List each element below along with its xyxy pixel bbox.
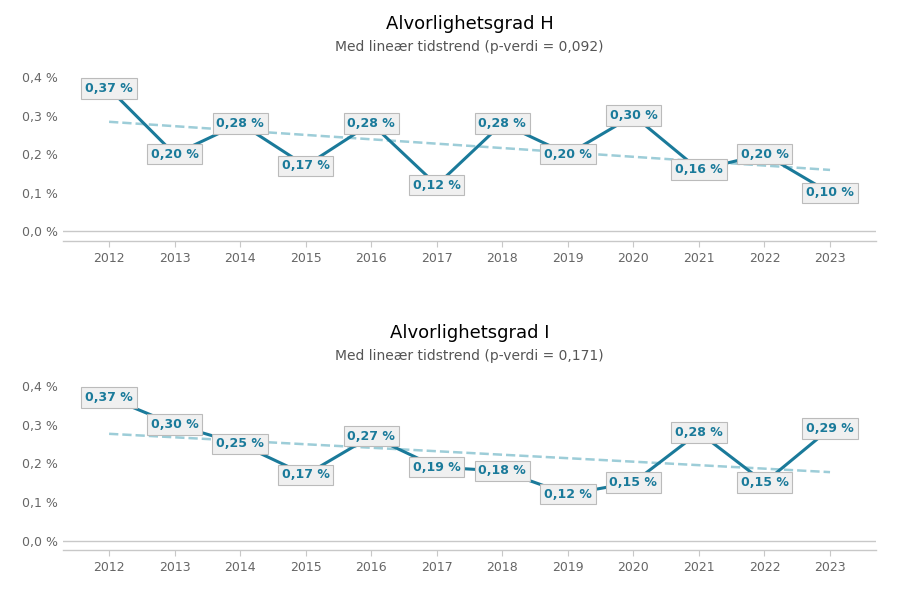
Text: Med lineær tidstrend (p-verdi = 0,092): Med lineær tidstrend (p-verdi = 0,092) [335,40,603,54]
Text: 0,10 %: 0,10 % [805,187,853,199]
Text: 0,12 %: 0,12 % [412,179,460,191]
Text: 0,30 %: 0,30 % [151,418,198,431]
Text: 0,29 %: 0,29 % [805,422,853,435]
Text: 0,12 %: 0,12 % [543,487,591,501]
Text: 0,15 %: 0,15 % [740,476,787,489]
Text: 0,30 %: 0,30 % [609,109,657,122]
Text: 0,17 %: 0,17 % [281,159,329,172]
Text: 0,28 %: 0,28 % [347,117,395,130]
Title: Alvorlighetsgrad H: Alvorlighetsgrad H [385,15,553,33]
Text: 0,18 %: 0,18 % [478,465,526,477]
Text: 0,28 %: 0,28 % [216,117,263,130]
Text: 0,28 %: 0,28 % [478,117,526,130]
Text: 0,27 %: 0,27 % [347,430,395,443]
Text: 0,28 %: 0,28 % [675,426,722,439]
Text: Med lineær tidstrend (p-verdi = 0,171): Med lineær tidstrend (p-verdi = 0,171) [335,349,603,363]
Text: 0,17 %: 0,17 % [281,468,329,481]
Text: 0,20 %: 0,20 % [151,148,198,161]
Text: 0,37 %: 0,37 % [85,391,133,404]
Text: 0,25 %: 0,25 % [216,438,263,450]
Text: 0,20 %: 0,20 % [543,148,591,161]
Title: Alvorlighetsgrad I: Alvorlighetsgrad I [390,324,548,342]
Text: 0,15 %: 0,15 % [609,476,657,489]
Text: 0,20 %: 0,20 % [740,148,787,161]
Text: 0,16 %: 0,16 % [675,163,722,176]
Text: 0,19 %: 0,19 % [412,460,460,474]
Text: 0,37 %: 0,37 % [85,82,133,95]
